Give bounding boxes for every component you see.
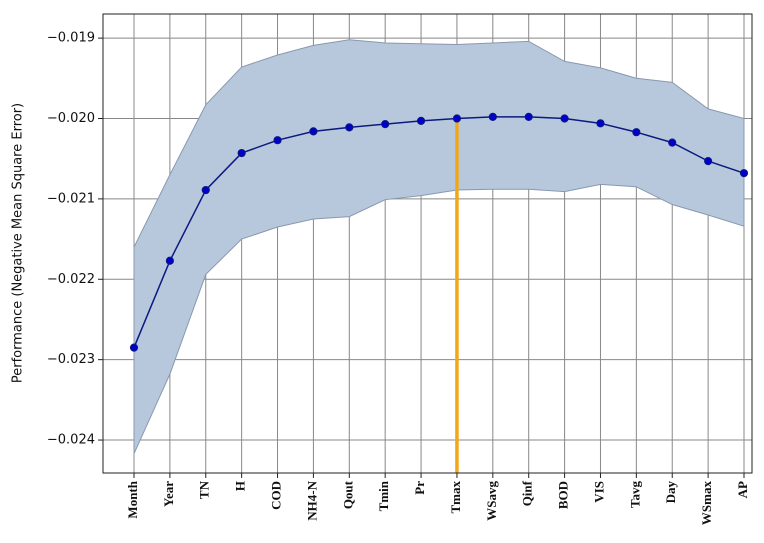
x-tick-label: VIS: [591, 481, 606, 503]
x-tick-label: Pr: [412, 481, 427, 495]
x-tick-label: Day: [663, 481, 678, 504]
point: [201, 185, 210, 195]
point: [237, 148, 246, 158]
x-tick-label: Qout: [340, 480, 355, 509]
mean-line: [133, 116, 745, 348]
x-tick-label: NH4-N: [304, 480, 319, 520]
x-tick-label: Tmin: [376, 480, 391, 511]
point: [596, 119, 605, 128]
y-tick-label: −0.021: [47, 191, 95, 206]
y-tick-label: −0.020: [47, 111, 95, 126]
point: [488, 112, 497, 121]
x-tick-label: H: [233, 481, 248, 491]
point: [704, 157, 713, 166]
x-tick-label: Tavg: [627, 481, 642, 508]
confidence-band: [133, 39, 745, 454]
x-tick-label: AP: [735, 481, 750, 498]
x-tick-label: COD: [269, 481, 284, 510]
point: [381, 120, 390, 129]
point: [668, 138, 677, 147]
point: [345, 123, 354, 132]
plot-frame: [102, 13, 753, 474]
x-tick-label: Tmax: [448, 481, 463, 514]
x-tick-label: Qinf: [520, 480, 535, 506]
y-tick-label: −0.022: [47, 272, 95, 287]
x-tick-label: TN: [197, 480, 212, 499]
x-tick-label: WSavg: [484, 481, 499, 521]
point: [739, 169, 749, 178]
y-tick-label: −0.019: [47, 31, 95, 46]
point: [309, 127, 318, 136]
point: [452, 114, 462, 123]
point: [560, 114, 569, 123]
point: [165, 256, 174, 265]
point: [632, 128, 641, 137]
y-axis-label: Performance (Negative Mean Square Error): [11, 103, 26, 383]
x-tick-label: WSmax: [699, 481, 714, 526]
x-tick-label: BOD: [556, 481, 571, 509]
point: [524, 112, 533, 121]
y-tick-label: −0.024: [47, 433, 95, 448]
point: [273, 136, 282, 145]
x-tick-label: Year: [161, 481, 176, 507]
point: [129, 343, 139, 352]
point: [416, 116, 426, 126]
y-tick-label: −0.023: [47, 352, 95, 367]
x-tick-label: Month: [125, 480, 140, 518]
